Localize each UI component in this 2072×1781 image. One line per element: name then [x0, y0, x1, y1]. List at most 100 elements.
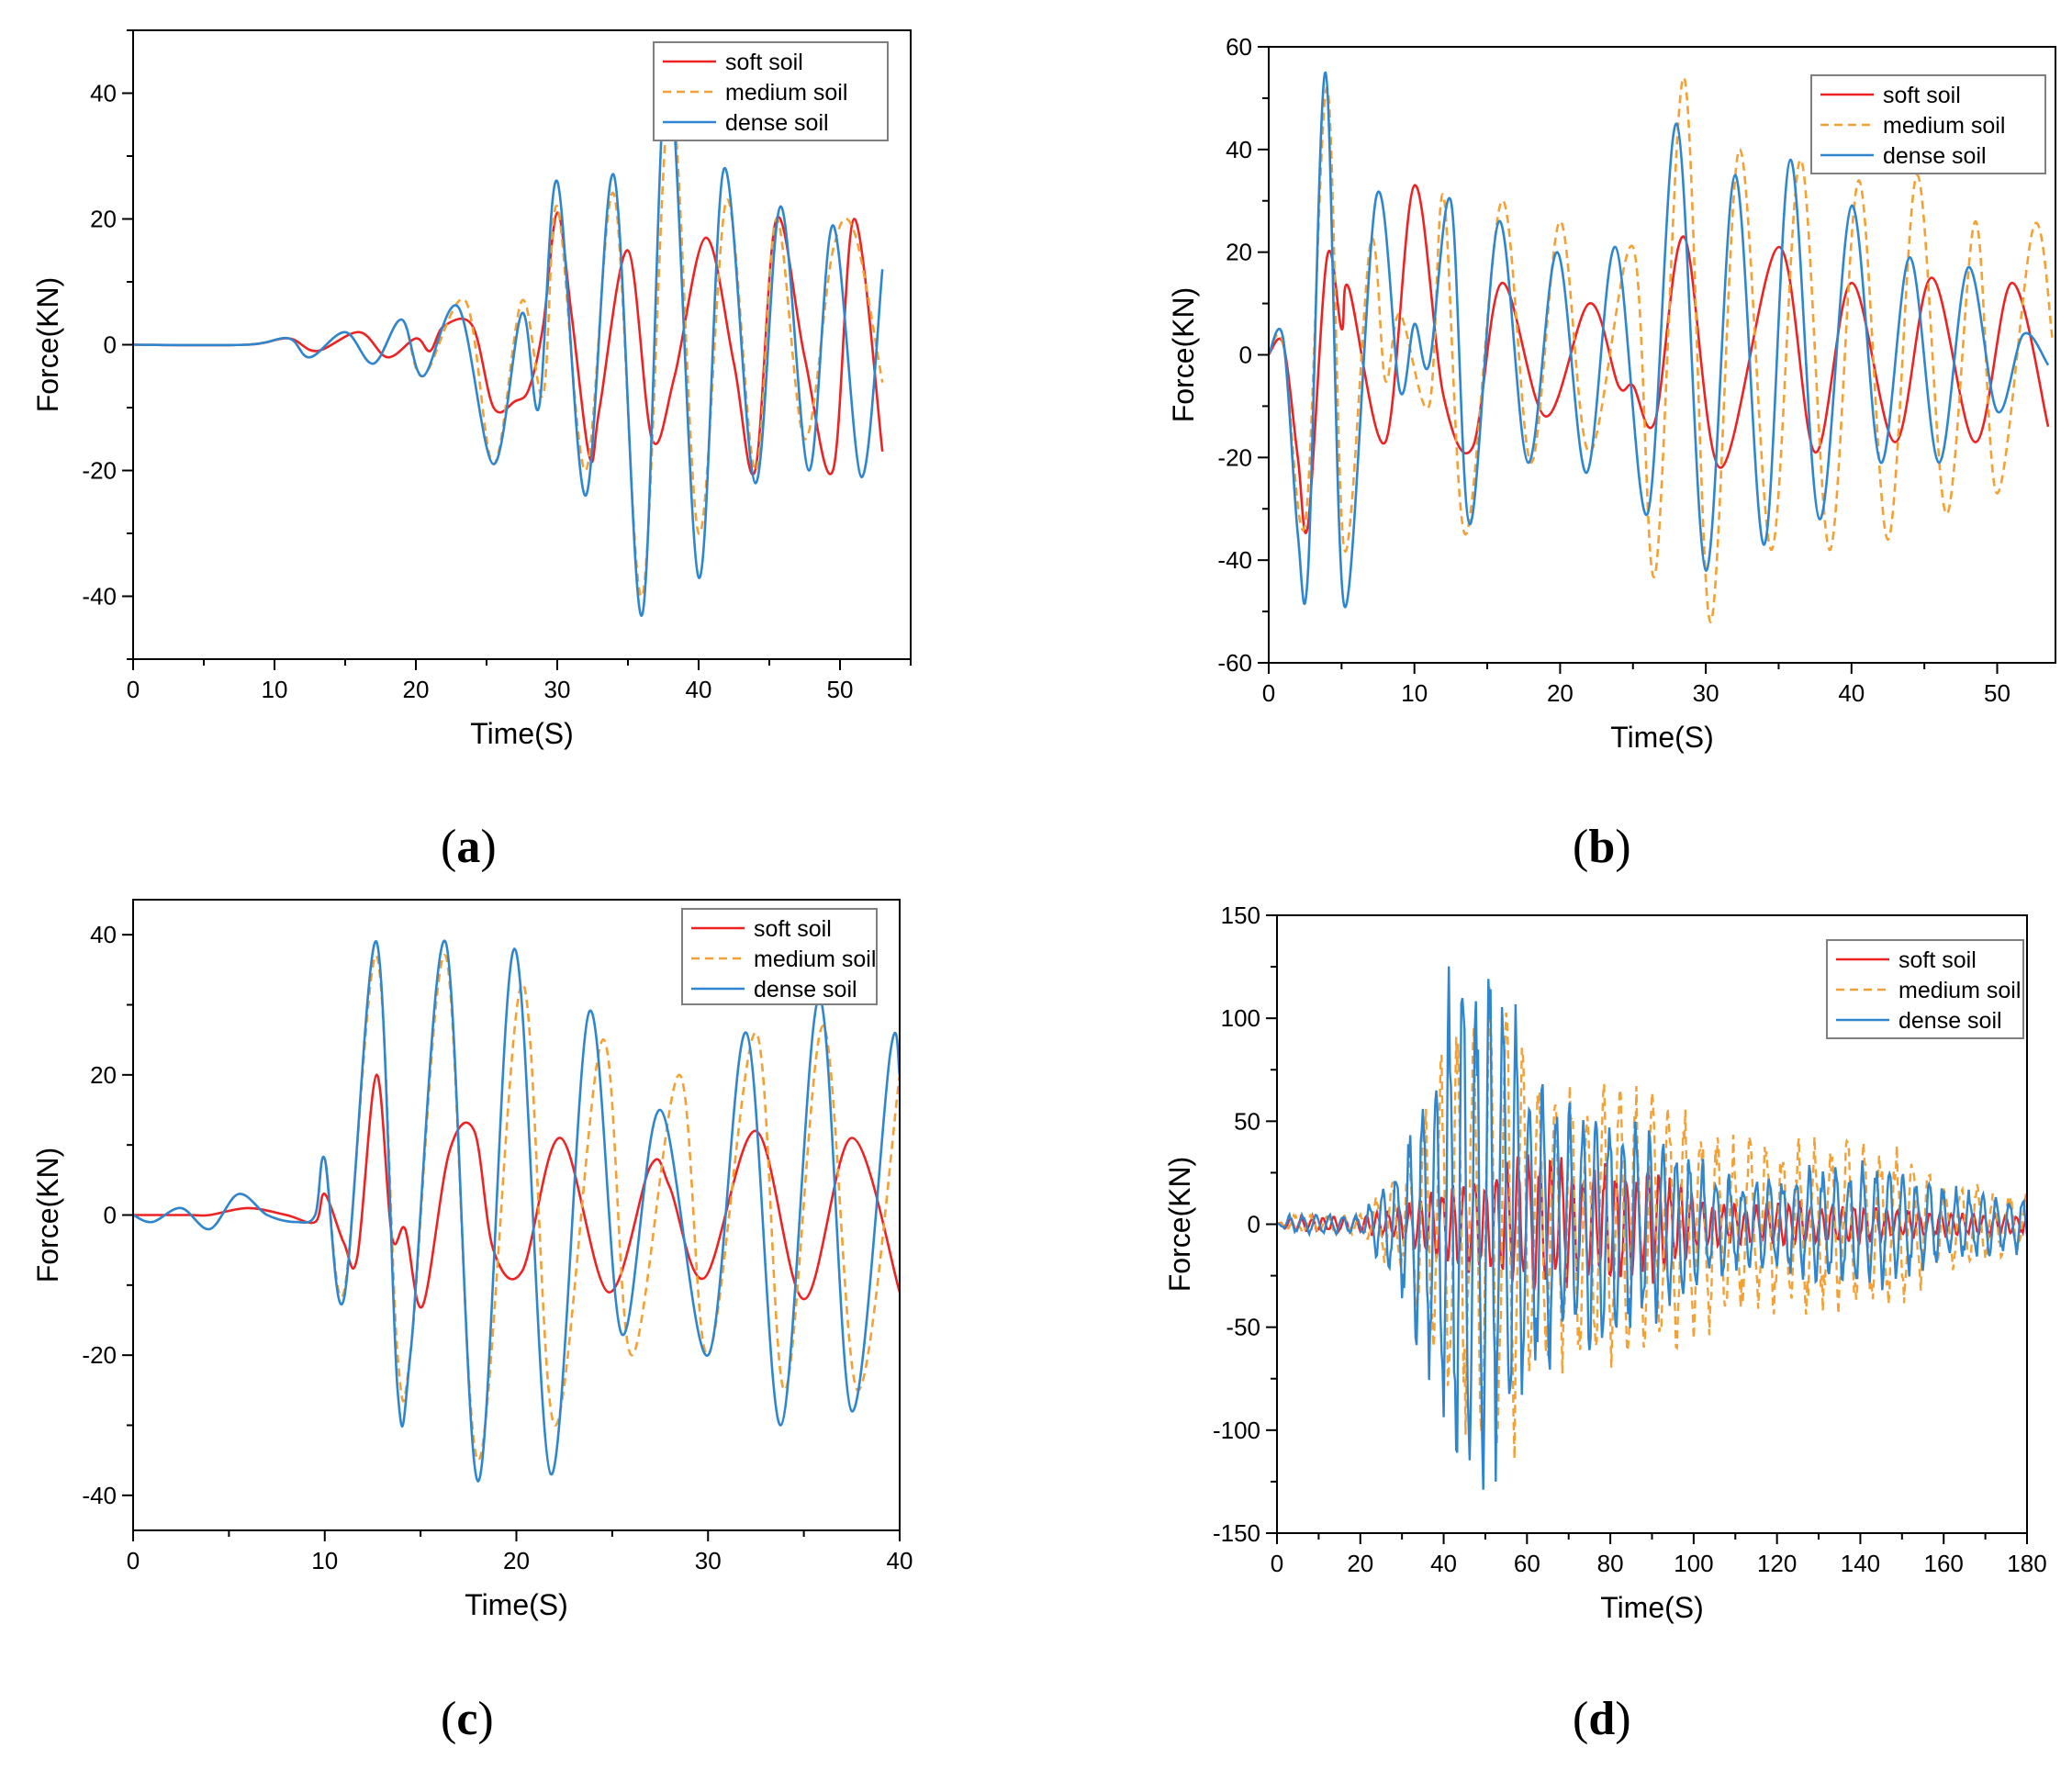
x-tick-label-d: 40	[1430, 1550, 1457, 1577]
y-tick-label-d: -100	[1213, 1417, 1260, 1444]
x-tick-label-a: 40	[686, 676, 712, 703]
legend-label-d-2: dense soil	[1898, 1008, 2002, 1034]
y-tick-label-b: -40	[1217, 546, 1252, 574]
legend-box-d	[1826, 939, 2024, 1039]
legend-label-b-0: soft soil	[1883, 83, 1961, 108]
panel-label-b: (b)	[1573, 821, 1631, 873]
panel-label-c: (c)	[441, 1693, 494, 1745]
y-tick-label-b: 0	[1239, 342, 1252, 369]
y-tick-label-b: 40	[1226, 136, 1252, 163]
chart-svg-b: 0 10 20 30 40 50 -60 -40 -20 0 20 40 60 Time(S) Force(…	[1167, 33, 2056, 754]
x-tick-label-a: 20	[403, 676, 430, 703]
series-line-b-dense-soil	[1269, 71, 2050, 609]
chart-b-group: 0 10 20 30 40 50 -60 -40 -20 0 20 40 60 Time(S) Force(…	[1167, 33, 2056, 754]
panel-label-c-text: c	[456, 1693, 478, 1745]
series-line-b-medium-soil	[1269, 76, 2055, 623]
series-line-c-soft-soil	[133, 1073, 900, 1309]
legend-label-c-2: dense soil	[754, 977, 857, 1003]
x-tick-label-d: 180	[2007, 1550, 2046, 1577]
chart-c-group: 0 10 20 30 40 -40 -20 0 20 40 Time(S) Force(KN) soft…	[31, 899, 913, 1621]
y-tick-label-d: -50	[1226, 1314, 1260, 1341]
y-tick-label-c: 40	[90, 921, 117, 948]
y-tick-label-c: 20	[90, 1061, 117, 1089]
y-tick-label-c: 0	[104, 1202, 117, 1229]
x-tick-label-c: 10	[311, 1547, 338, 1574]
series-line-a-medium-soil	[133, 92, 884, 598]
y-tick-label-c: -20	[82, 1341, 117, 1369]
panel-label-d: (d)	[1573, 1693, 1631, 1745]
x-tick-label-d: 80	[1597, 1550, 1624, 1577]
chart-a-group: 0 10 20 30 40 50 -40 -20 0 20 40 Time(S) Force(KN) so…	[31, 29, 912, 750]
x-tick-label-b: 50	[1984, 679, 2010, 707]
x-tick-label-a: 10	[262, 676, 288, 703]
chart-panel-c: 0 10 20 30 40 -40 -20 0 20 40 Time(S) Force(KN) soft…	[0, 881, 1036, 1776]
y-tick-label-d: 0	[1248, 1211, 1260, 1238]
y-tick-label-b: 20	[1226, 239, 1252, 266]
x-tick-label-b: 10	[1401, 679, 1428, 707]
x-axis-label-a: Time(S)	[470, 717, 574, 750]
x-tick-label-d: 60	[1514, 1550, 1540, 1577]
y-tick-label-d: 50	[1234, 1107, 1260, 1135]
chart-panel-a: 0 10 20 30 40 50 -40 -20 0 20 40 Time(S) Force(KN) so…	[0, 0, 1036, 881]
y-tick-label-d: 150	[1221, 902, 1260, 929]
panel-label-a: (a)	[441, 821, 497, 873]
y-axis-label-d: Force(KN)	[1163, 1157, 1196, 1293]
x-axis-label-b: Time(S)	[1610, 721, 1714, 754]
legend-label-b-1: medium soil	[1883, 113, 2005, 139]
y-tick-label-b: -60	[1217, 649, 1252, 677]
x-tick-label-c: 40	[887, 1547, 913, 1574]
y-tick-label-d: -150	[1213, 1519, 1260, 1547]
series-line-c-dense-soil	[133, 939, 900, 1483]
x-tick-label-d: 0	[1271, 1550, 1283, 1577]
chart-panel-d: 0 20 40 60 80 100 120 140 160 180 -150 -100 -50 0 50 10…	[1036, 881, 2072, 1776]
series-line-d-dense-soil	[1277, 966, 2027, 1490]
x-tick-label-d: 160	[1924, 1550, 1964, 1577]
legend-label-c-1: medium soil	[754, 947, 876, 972]
y-tick-label-a: -20	[82, 457, 117, 485]
x-tick-label-b: 40	[1838, 679, 1865, 707]
chart-svg-c: 0 10 20 30 40 -40 -20 0 20 40 Time(S) Force(KN) soft…	[31, 899, 913, 1621]
chart-svg-a: 0 10 20 30 40 50 -40 -20 0 20 40 Time(S) Force(KN) so…	[31, 29, 912, 750]
legend-label-a-0: soft soil	[725, 50, 803, 75]
chart-panel-b: 0 10 20 30 40 50 -60 -40 -20 0 20 40 60 Time(S) Force(…	[1036, 0, 2072, 881]
series-line-d-soft-soil	[1277, 1154, 2027, 1293]
series-line-a-dense-soil	[133, 60, 884, 617]
y-tick-label-a: 40	[90, 80, 117, 107]
y-tick-label-a: 0	[104, 331, 117, 359]
x-tick-label-c: 20	[503, 1547, 530, 1574]
chart-svg-d: 0 20 40 60 80 100 120 140 160 180 -150 -100 -50 0 50 10…	[1163, 902, 2047, 1624]
chart-d-group: 0 20 40 60 80 100 120 140 160 180 -150 -100 -50 0 50 10…	[1163, 902, 2047, 1624]
y-tick-label-b: 60	[1226, 33, 1252, 61]
x-tick-label-c: 30	[695, 1547, 722, 1574]
x-tick-label-a: 0	[127, 676, 140, 703]
series-line-d-medium-soil	[1277, 987, 2027, 1460]
x-tick-label-d: 120	[1757, 1550, 1797, 1577]
legend-label-d-0: soft soil	[1898, 947, 1977, 973]
x-tick-label-d: 140	[1841, 1550, 1880, 1577]
y-tick-label-a: 20	[90, 206, 117, 233]
x-tick-label-a: 50	[827, 676, 854, 703]
y-axis-label-a: Force(KN)	[31, 277, 64, 413]
legend-label-a-1: medium soil	[725, 80, 847, 106]
y-tick-label-a: -40	[82, 583, 117, 610]
x-tick-label-b: 20	[1547, 679, 1574, 707]
y-axis-label-b: Force(KN)	[1167, 287, 1200, 423]
series-line-b-soft-soil	[1269, 184, 2050, 534]
x-tick-label-c: 0	[127, 1547, 140, 1574]
x-axis-label-c: Time(S)	[465, 1588, 568, 1621]
x-tick-label-d: 100	[1674, 1550, 1713, 1577]
panel-label-d-text: d	[1588, 1693, 1616, 1745]
y-tick-label-d: 100	[1221, 1004, 1260, 1032]
y-tick-label-b: -20	[1217, 443, 1252, 471]
legend-label-d-1: medium soil	[1898, 978, 2021, 1003]
x-tick-label-a: 30	[544, 676, 571, 703]
x-axis-label-d: Time(S)	[1600, 1591, 1704, 1624]
legend-label-c-0: soft soil	[754, 916, 832, 942]
y-axis-label-c: Force(KN)	[31, 1148, 64, 1283]
x-tick-label-b: 30	[1693, 679, 1719, 707]
panel-label-b-text: b	[1588, 821, 1616, 873]
x-tick-label-b: 0	[1262, 679, 1275, 707]
legend-label-b-2: dense soil	[1883, 143, 1987, 169]
x-tick-label-d: 20	[1347, 1550, 1373, 1577]
y-tick-label-c: -40	[82, 1482, 117, 1509]
